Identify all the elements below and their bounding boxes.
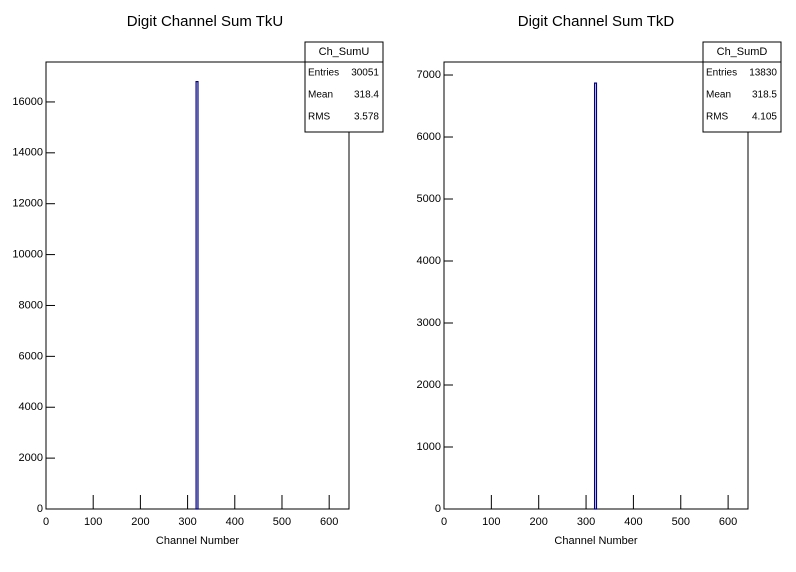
stats-name: Ch_SumD xyxy=(717,46,768,58)
stats-label: RMS xyxy=(308,112,331,123)
histogram-bar xyxy=(195,80,199,510)
stats-label: RMS xyxy=(706,112,729,123)
x-tick-label: 500 xyxy=(672,516,690,528)
y-tick-label: 16000 xyxy=(12,96,43,108)
x-tick-label: 100 xyxy=(84,516,102,528)
x-tick-label: 400 xyxy=(624,516,642,528)
y-tick-label: 10000 xyxy=(12,248,43,260)
x-tick-label: 300 xyxy=(577,516,595,528)
chart-title: Digit Channel Sum TkD xyxy=(518,13,675,30)
stats-value: 13830 xyxy=(749,68,777,79)
x-tick-label: 200 xyxy=(131,516,149,528)
stats-label: Entries xyxy=(706,68,737,79)
x-axis-label: Channel Number xyxy=(554,535,637,547)
stats-label: Entries xyxy=(308,68,339,79)
chart-title: Digit Channel Sum TkU xyxy=(127,13,283,30)
y-tick-label: 4000 xyxy=(417,255,441,267)
y-tick-label: 1000 xyxy=(417,441,441,453)
y-tick-label: 2000 xyxy=(19,452,43,464)
x-tick-label: 0 xyxy=(441,516,447,528)
stats-box xyxy=(702,41,782,133)
y-tick-label: 4000 xyxy=(19,401,43,413)
y-tick-label: 14000 xyxy=(12,147,43,159)
x-tick-label: 400 xyxy=(226,516,244,528)
stats-value: 30051 xyxy=(351,68,379,79)
histogram-bar xyxy=(593,82,598,510)
stats-value: 318.4 xyxy=(354,90,379,101)
stats-label: Mean xyxy=(706,90,731,101)
x-tick-label: 600 xyxy=(320,516,338,528)
stats-label: Mean xyxy=(308,90,333,101)
y-tick-label: 2000 xyxy=(417,379,441,391)
y-tick-label: 6000 xyxy=(19,350,43,362)
y-tick-label: 6000 xyxy=(417,131,441,143)
x-axis-label: Channel Number xyxy=(156,535,239,547)
x-tick-label: 300 xyxy=(178,516,196,528)
y-tick-label: 3000 xyxy=(417,317,441,329)
stats-value: 3.578 xyxy=(354,112,379,123)
y-tick-label: 12000 xyxy=(12,198,43,210)
stats-value: 318.5 xyxy=(752,90,777,101)
y-tick-label: 7000 xyxy=(417,69,441,81)
y-tick-label: 5000 xyxy=(417,193,441,205)
stats-value: 4.105 xyxy=(752,112,777,123)
x-tick-label: 200 xyxy=(530,516,548,528)
x-tick-label: 0 xyxy=(43,516,49,528)
y-tick-label: 0 xyxy=(435,503,441,515)
stats-name: Ch_SumU xyxy=(319,46,370,58)
stats-box xyxy=(304,41,384,133)
x-tick-label: 600 xyxy=(719,516,737,528)
x-tick-label: 500 xyxy=(273,516,291,528)
x-tick-label: 100 xyxy=(482,516,500,528)
y-tick-label: 0 xyxy=(37,503,43,515)
y-tick-label: 8000 xyxy=(19,299,43,311)
